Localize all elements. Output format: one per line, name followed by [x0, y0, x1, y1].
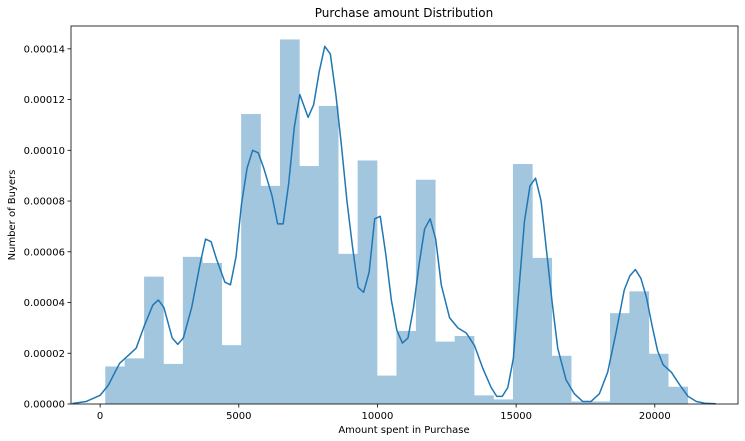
- histogram-bar: [299, 166, 320, 404]
- histogram-bar: [338, 253, 358, 404]
- x-tick-label: 10000: [362, 411, 394, 422]
- histogram-bar: [202, 262, 223, 404]
- histogram-bar: [474, 395, 494, 404]
- y-tick-label: 0.00010: [24, 146, 65, 157]
- histogram-bar: [260, 185, 281, 404]
- plot-border: [70, 25, 739, 405]
- y-tick-label: 0.00012: [24, 95, 65, 106]
- histogram-bar: [493, 399, 514, 404]
- histogram-bar: [668, 386, 688, 404]
- histogram-bar: [454, 336, 475, 404]
- x-tick-label: 5000: [226, 411, 251, 422]
- y-axis-ticks: 0.00000 0.00002 0.00004 0.00006 0.00008 0.000…: [24, 44, 71, 411]
- histogram-bar: [648, 353, 669, 404]
- y-tick-label: 0.00014: [24, 44, 65, 55]
- x-tick-label: 15000: [500, 411, 532, 422]
- histogram-bar: [551, 355, 572, 404]
- y-tick-label: 0.00000: [24, 400, 65, 411]
- x-axis-ticks: 0 5000 10000 15000 20000: [97, 404, 671, 422]
- histogram-bar: [105, 366, 125, 404]
- y-tick-label: 0.00004: [24, 298, 65, 309]
- histogram-bar: [279, 39, 300, 404]
- kde-line: [72, 45, 716, 405]
- histogram-bar: [415, 179, 436, 404]
- y-tick-label: 0.00002: [24, 349, 65, 360]
- x-tick-label: 20000: [639, 411, 671, 422]
- chart-title: Purchase amount Distribution: [315, 6, 493, 20]
- histogram-bars: [105, 39, 688, 404]
- kde-curve: [72, 45, 716, 405]
- histogram-bar: [241, 114, 261, 404]
- histogram-bar: [144, 276, 164, 404]
- histogram-bar: [532, 257, 553, 404]
- histogram-bar: [396, 330, 417, 404]
- histogram-bar: [610, 313, 630, 404]
- y-axis-label: Number of Buyers: [7, 170, 18, 261]
- histogram-bar: [512, 164, 533, 404]
- histogram-bar: [124, 358, 145, 404]
- histogram-bar: [221, 345, 242, 404]
- x-tick-label: 0: [97, 411, 103, 422]
- x-axis-label: Amount spent in Purchase: [338, 425, 469, 436]
- histogram-bar: [435, 341, 455, 404]
- histogram-bar: [163, 363, 184, 404]
- histogram-bar: [629, 291, 650, 404]
- y-tick-label: 0.00006: [24, 247, 65, 258]
- histogram-bar: [571, 401, 591, 404]
- histogram-bar: [590, 401, 611, 404]
- histogram-bar: [318, 105, 339, 404]
- plot-frame: [70, 25, 739, 405]
- histogram-bar: [357, 160, 378, 404]
- histogram-bar: [377, 375, 397, 404]
- histogram-bar: [182, 256, 203, 404]
- y-tick-label: 0.00008: [24, 197, 65, 208]
